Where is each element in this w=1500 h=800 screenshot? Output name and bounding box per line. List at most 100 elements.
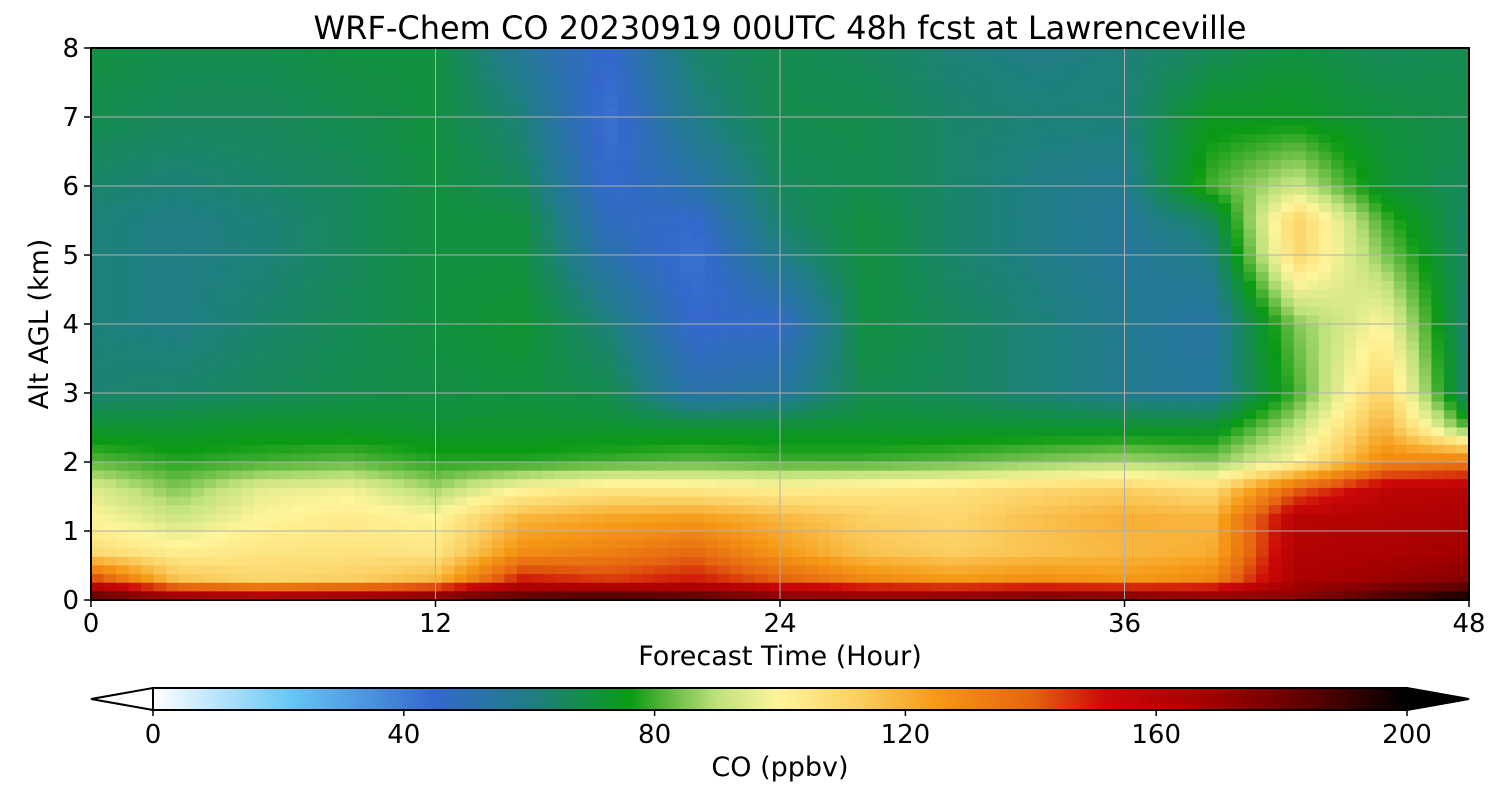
field-cell [1306, 211, 1320, 222]
field-cell [792, 168, 806, 178]
field-cell [366, 393, 380, 403]
field-cell [116, 401, 130, 411]
field-cell [516, 194, 531, 204]
field-cell [717, 367, 731, 377]
field-cell [1443, 160, 1458, 170]
field-cell [504, 427, 518, 437]
field-cell [529, 203, 543, 213]
field-cell [1143, 401, 1157, 411]
field-cell [742, 91, 756, 101]
field-cell [329, 427, 343, 437]
field-cell [241, 229, 255, 239]
field-cell [917, 349, 931, 360]
field-cell [1368, 280, 1382, 291]
field-cell [266, 427, 280, 437]
field-cell [1068, 91, 1082, 101]
field-cell [692, 142, 706, 153]
field-cell [379, 255, 393, 265]
field-cell [516, 367, 531, 377]
field-cell [1381, 56, 1395, 66]
field-cell [1456, 367, 1469, 377]
field-cell [1193, 142, 1207, 153]
field-cell [479, 358, 493, 368]
field-cell [1005, 65, 1019, 75]
field-cell [1030, 315, 1044, 325]
field-cell [329, 375, 343, 385]
field-cell [1443, 272, 1458, 282]
field-cell [491, 349, 505, 360]
field-cell [554, 91, 568, 101]
field-cell [1406, 341, 1420, 351]
field-cell [1218, 211, 1232, 222]
field-cell [917, 298, 931, 308]
field-cell [905, 82, 919, 92]
field-cell [592, 65, 606, 75]
field-cell [642, 298, 656, 308]
field-cell [454, 341, 468, 351]
field-cell [241, 298, 255, 308]
field-cell [592, 134, 606, 144]
field-cell [1068, 315, 1082, 325]
field-cell [780, 332, 794, 342]
field-cell [491, 99, 505, 109]
field-cell [441, 384, 455, 394]
field-cell [1155, 220, 1169, 230]
field-cell [1030, 367, 1044, 377]
field-cell [780, 168, 794, 178]
field-cell [554, 418, 568, 429]
field-cell [1343, 272, 1357, 282]
field-cell [491, 418, 505, 429]
field-cell [316, 142, 330, 153]
field-cell [1030, 186, 1044, 196]
field-cell [228, 349, 242, 360]
field-cell [504, 142, 518, 153]
field-cell [1418, 65, 1433, 75]
field-cell [1218, 349, 1232, 360]
field-cell [128, 332, 142, 342]
field-cell [266, 99, 280, 109]
field-cell [692, 211, 706, 222]
field-cell [541, 341, 556, 351]
field-cell [1155, 142, 1169, 153]
field-cell [754, 91, 769, 101]
field-cell [379, 220, 393, 230]
field-cell [541, 393, 556, 403]
field-cell [404, 229, 418, 239]
field-cell [216, 375, 230, 385]
field-cell [354, 289, 368, 299]
field-cell [416, 82, 430, 92]
field-cell [1193, 349, 1207, 360]
field-cell [329, 48, 343, 58]
field-cell [729, 306, 744, 316]
field-cell [404, 211, 418, 222]
field-cell [1368, 48, 1382, 58]
field-cell [516, 384, 531, 394]
field-cell [1155, 151, 1169, 161]
field-cell [1368, 246, 1382, 256]
field-cell [454, 186, 468, 196]
field-cell [1193, 298, 1207, 308]
field-cell [1055, 168, 1069, 178]
field-cell [391, 194, 405, 204]
field-cell [278, 186, 293, 196]
field-cell [1105, 108, 1119, 118]
field-cell [1268, 324, 1282, 334]
field-cell [1143, 418, 1157, 429]
field-cell [967, 151, 982, 161]
field-cell [742, 255, 756, 265]
field-cell [579, 358, 593, 368]
field-cell [1306, 73, 1320, 84]
field-cell [1005, 384, 1019, 394]
field-cell [141, 220, 155, 230]
field-cell [316, 73, 330, 84]
field-cell [667, 358, 681, 368]
field-cell [504, 246, 518, 256]
field-cell [1393, 56, 1407, 66]
field-cell [253, 272, 267, 282]
field-cell [516, 324, 531, 334]
field-cell [842, 73, 856, 84]
field-cell [867, 298, 881, 308]
field-cell [905, 73, 919, 84]
field-cell [1293, 246, 1307, 256]
field-cell [1318, 177, 1332, 187]
